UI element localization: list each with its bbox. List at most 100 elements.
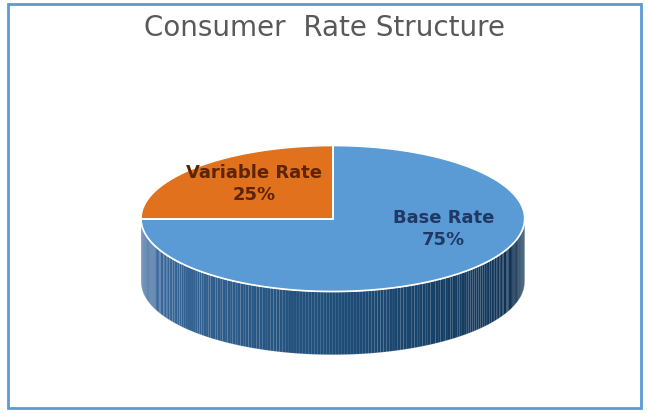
Polygon shape [450,276,453,339]
Polygon shape [464,271,466,335]
Polygon shape [141,146,524,292]
Polygon shape [351,291,354,354]
Polygon shape [297,290,300,354]
Polygon shape [491,259,493,323]
Polygon shape [519,235,520,299]
Polygon shape [514,242,515,306]
Polygon shape [422,282,425,347]
Polygon shape [225,279,228,343]
Polygon shape [165,254,166,318]
Polygon shape [420,283,422,347]
Polygon shape [406,286,409,349]
Polygon shape [482,263,484,328]
Polygon shape [157,248,158,312]
Polygon shape [282,289,285,353]
Polygon shape [279,289,282,352]
Polygon shape [312,291,315,354]
Polygon shape [369,290,372,354]
Polygon shape [472,268,474,332]
Polygon shape [146,235,147,299]
Polygon shape [517,238,518,302]
Polygon shape [389,288,392,351]
Polygon shape [176,261,178,325]
Polygon shape [438,279,441,343]
Polygon shape [241,282,243,347]
Polygon shape [154,246,156,310]
Polygon shape [147,237,148,301]
Polygon shape [276,288,279,352]
Polygon shape [268,287,271,351]
Polygon shape [306,291,309,354]
Polygon shape [501,253,502,317]
Polygon shape [189,267,191,331]
Polygon shape [510,246,511,310]
Polygon shape [443,278,445,342]
Polygon shape [469,270,471,334]
Polygon shape [161,251,162,315]
Polygon shape [378,290,380,353]
Polygon shape [151,242,153,307]
Polygon shape [493,258,495,322]
Polygon shape [158,249,160,313]
Polygon shape [309,291,312,354]
Polygon shape [496,256,498,320]
Polygon shape [156,247,157,311]
Polygon shape [495,257,496,321]
Polygon shape [318,292,321,355]
Polygon shape [187,266,189,330]
Polygon shape [185,265,187,330]
Polygon shape [411,285,415,349]
Polygon shape [166,255,168,319]
Polygon shape [455,274,458,338]
Polygon shape [384,289,386,352]
Polygon shape [486,262,488,326]
Polygon shape [178,262,180,326]
Polygon shape [433,280,435,344]
Polygon shape [342,292,345,355]
Polygon shape [211,275,213,339]
Polygon shape [288,290,291,353]
Polygon shape [398,287,400,351]
Polygon shape [386,288,389,352]
Polygon shape [213,276,215,339]
Polygon shape [204,273,206,337]
Polygon shape [141,146,333,219]
Polygon shape [199,271,202,335]
Polygon shape [513,242,514,307]
Polygon shape [400,287,404,350]
Polygon shape [516,239,517,304]
Polygon shape [404,286,406,350]
Polygon shape [515,240,516,305]
Polygon shape [360,291,363,354]
Polygon shape [254,285,257,349]
Polygon shape [230,280,232,344]
Polygon shape [366,290,369,354]
Polygon shape [374,290,378,353]
Polygon shape [195,270,197,334]
Polygon shape [168,256,169,320]
Polygon shape [459,273,462,337]
Polygon shape [257,286,260,349]
Polygon shape [265,287,268,351]
Text: Variable Rate
25%: Variable Rate 25% [186,164,322,204]
Polygon shape [249,284,251,348]
Polygon shape [232,281,235,345]
Polygon shape [223,278,225,342]
Polygon shape [409,285,411,349]
Polygon shape [153,244,154,308]
Polygon shape [511,244,512,309]
Polygon shape [415,284,417,348]
Polygon shape [173,259,175,323]
Polygon shape [202,272,204,336]
Polygon shape [518,237,519,301]
Polygon shape [175,260,176,324]
Polygon shape [262,287,265,350]
Polygon shape [260,286,262,350]
Polygon shape [504,251,505,315]
Polygon shape [506,249,508,313]
Polygon shape [488,261,490,325]
Text: Base Rate
75%: Base Rate 75% [393,208,494,248]
Polygon shape [327,292,330,355]
Polygon shape [509,247,510,311]
Polygon shape [430,281,433,345]
